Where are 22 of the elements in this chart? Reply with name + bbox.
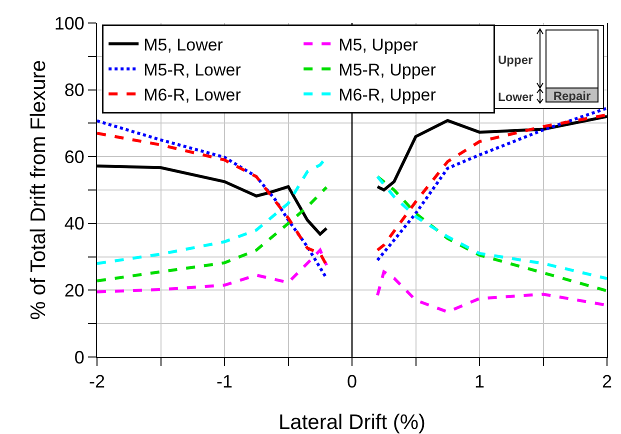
x-tick-label: -2 bbox=[88, 372, 106, 392]
y-tick-label: 0 bbox=[74, 347, 84, 368]
x-tick-label: 2 bbox=[602, 372, 612, 392]
legend-label: M6-R, Upper bbox=[338, 86, 436, 105]
annotation: Upper bbox=[498, 53, 533, 67]
legend-label: M5-R, Lower bbox=[144, 60, 242, 80]
y-axis-title: % of Total Drift from Flexure bbox=[27, 60, 50, 320]
x-tick-label: 1 bbox=[474, 372, 485, 392]
y-tick-label: 60 bbox=[64, 146, 84, 167]
x-tick-label: 0 bbox=[346, 372, 358, 392]
x-axis-title: Lateral Drift (%) bbox=[278, 411, 426, 434]
legend-label: M5, Lower bbox=[144, 35, 224, 54]
y-tick-label: 100 bbox=[54, 13, 84, 34]
annotation: Repair bbox=[553, 89, 591, 103]
legend-label: M5, Upper bbox=[338, 35, 418, 54]
annotation: Lower bbox=[498, 90, 534, 104]
y-tick-label: 20 bbox=[64, 280, 84, 300]
legend-label: M5-R, Upper bbox=[338, 60, 436, 80]
x-tick-label: -1 bbox=[216, 372, 233, 392]
y-tick-label: 40 bbox=[64, 214, 84, 234]
legend-label: M6-R, Lower bbox=[144, 86, 242, 105]
y-tick-label: 80 bbox=[64, 80, 84, 100]
